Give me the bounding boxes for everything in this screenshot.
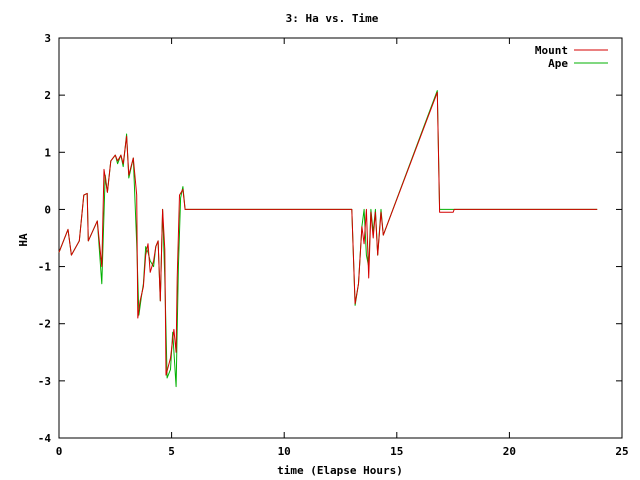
series-line-mount — [58, 91, 598, 376]
y-tick-label: 1 — [44, 146, 51, 159]
y-axis-label: HA — [17, 233, 30, 247]
y-tick-label: 2 — [44, 89, 51, 102]
x-tick-label: 25 — [615, 445, 628, 458]
x-tick-label: 0 — [56, 445, 63, 458]
series-line-ape — [58, 90, 598, 388]
legend-label: Mount — [535, 44, 568, 57]
x-tick-label: 20 — [503, 445, 516, 458]
plot-frame — [58, 37, 623, 439]
y-tick-label: 0 — [44, 203, 51, 216]
chart-title: 3: Ha vs. Time — [286, 12, 379, 25]
legend-label: Ape — [548, 57, 568, 70]
y-tick-label: -2 — [38, 318, 51, 331]
x-tick-label: 10 — [278, 445, 291, 458]
x-tick-label: 5 — [168, 445, 175, 458]
y-tick-label: -3 — [38, 375, 51, 388]
series-layer — [58, 90, 598, 388]
y-ticks: 3 2 1 0 -1 -2 -3 -4 — [38, 32, 622, 445]
x-ticks: 0 5 10 15 20 25 — [56, 38, 629, 458]
y-tick-label: 3 — [44, 32, 51, 45]
y-tick-label: -1 — [38, 261, 52, 274]
y-tick-label: -4 — [38, 432, 52, 445]
x-tick-label: 15 — [390, 445, 403, 458]
x-axis-label: time (Elapse Hours) — [277, 464, 403, 477]
